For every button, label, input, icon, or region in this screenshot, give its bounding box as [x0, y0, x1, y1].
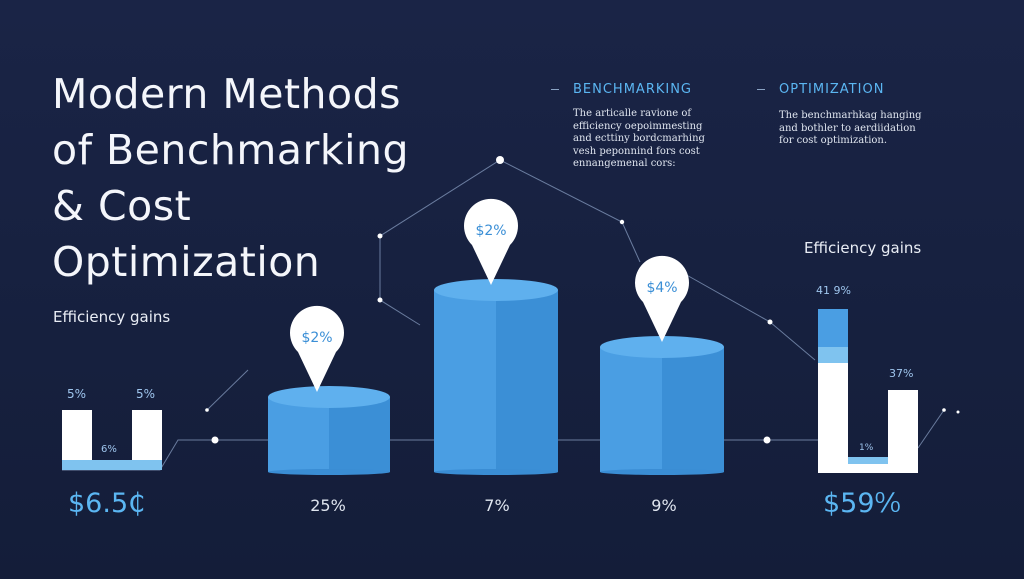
- right-bar-2-label: 1%: [859, 443, 874, 453]
- cylinder-1-body-left: [268, 397, 329, 472]
- cylinder-3-top: [600, 336, 724, 358]
- cylinder-1-body-right: [329, 397, 390, 472]
- pin-1: $2%: [290, 305, 345, 392]
- optimization-heading: OPTIMIZATION: [757, 82, 884, 97]
- pin-3-shape: [635, 255, 689, 342]
- left-efficiency-label: Efficiency gains: [53, 308, 171, 326]
- cylinder-1: [268, 386, 390, 475]
- right-bar-base: [818, 457, 918, 473]
- dash-icon: [551, 89, 559, 90]
- benchmarking-body-line: vesh peponnind fors cost: [573, 145, 700, 157]
- benchmarking-body-line: The articalle ravione of: [573, 108, 692, 119]
- pin-1-shape: [290, 305, 345, 392]
- pin-2-label: $2%: [475, 223, 506, 239]
- optimization-heading-text: OPTIMIZATION: [779, 82, 885, 97]
- title-line-4: Optimization: [52, 238, 321, 286]
- cylinder-2-body-left: [434, 290, 496, 472]
- category-label-1: 25%: [310, 496, 346, 515]
- title-line-1: Modern Methods: [52, 70, 401, 118]
- dash-icon: [757, 89, 765, 90]
- dot: [211, 436, 219, 444]
- cylinder-3: [600, 336, 724, 475]
- right-efficiency-label: Efficiency gains: [804, 239, 922, 257]
- right-bar-1-top: [818, 309, 848, 347]
- benchmarking-body-line: efficiency oepoimmesting: [573, 120, 703, 132]
- title-line-3: & Cost: [52, 182, 192, 230]
- dot: [942, 408, 946, 412]
- network-line-br: [917, 409, 945, 449]
- cylinder-2-bottom: [434, 469, 558, 475]
- connector-dots: [205, 156, 960, 444]
- network-line-left: [206, 369, 249, 411]
- dot: [205, 408, 209, 412]
- right-bar-base-accent: [848, 457, 888, 464]
- left-bar-base: [62, 460, 162, 470]
- dot: [763, 436, 771, 444]
- benchmarking-body: The articalle ravione of efficiency oepo…: [573, 108, 705, 171]
- benchmarking-heading: BENCHMARKING: [551, 82, 692, 97]
- left-bar-1-label: 5%: [67, 387, 86, 401]
- right-bar-3-label: 37%: [889, 367, 913, 380]
- cylinder-3-body-left: [600, 347, 662, 472]
- dot: [377, 297, 383, 303]
- benchmarking-heading-text: BENCHMARKING: [573, 82, 693, 97]
- cylinder-3-bottom: [600, 469, 724, 475]
- cylinder-2: [434, 279, 558, 475]
- optimization-body-line: for cost optimization.: [779, 135, 888, 146]
- cylinder-2-top: [434, 279, 558, 301]
- optimization-body-line: The benchmarhkag hanging: [779, 110, 922, 121]
- network-line-down: [379, 299, 421, 326]
- right-bar-1-label: 41 9%: [816, 284, 851, 297]
- benchmarking-body-line: ennangemenal cors:: [573, 158, 676, 169]
- left-bar-chart: 5% 6% 5% $6.5₵: [62, 387, 162, 519]
- cylinder-1-bottom: [268, 469, 390, 475]
- right-bar-1-body: [818, 363, 848, 473]
- cylinder-1-top: [268, 386, 390, 408]
- right-total-label: $59⁰⁄₀: [823, 488, 901, 519]
- title-line-2: of Benchmarking: [52, 126, 409, 174]
- category-label-3: 9%: [651, 496, 676, 515]
- page-title: Modern Methods of Benchmarking & Cost Op…: [52, 66, 472, 290]
- left-bar-2-label: 6%: [101, 444, 117, 455]
- pin-3: $4%: [635, 255, 689, 342]
- right-bar-chart: 41 9% 1% 37% $59⁰⁄₀: [816, 284, 918, 519]
- dot: [496, 156, 504, 164]
- pin-3-label: $4%: [646, 280, 677, 296]
- dot: [767, 319, 773, 325]
- dot: [956, 410, 960, 414]
- dot: [619, 219, 625, 225]
- left-total-label: $6.5₵: [68, 488, 145, 519]
- pin-2: $2%: [464, 198, 518, 285]
- cylinder-2-body-right: [496, 290, 558, 472]
- left-bar-3-label: 5%: [136, 387, 155, 401]
- pin-1-label: $2%: [301, 330, 332, 346]
- cylinder-3-body-right: [662, 347, 724, 472]
- right-bar-1-mid: [818, 347, 848, 363]
- dot: [377, 233, 383, 239]
- benchmarking-body-line: and ecttiny bordcmarhing: [573, 133, 705, 144]
- category-label-2: 7%: [484, 496, 509, 515]
- optimization-body-line: and bothler to aerdiidation: [779, 122, 916, 134]
- pin-2-shape: [464, 198, 518, 285]
- optimization-body: The benchmarhkag hanging and bothler to …: [779, 110, 922, 148]
